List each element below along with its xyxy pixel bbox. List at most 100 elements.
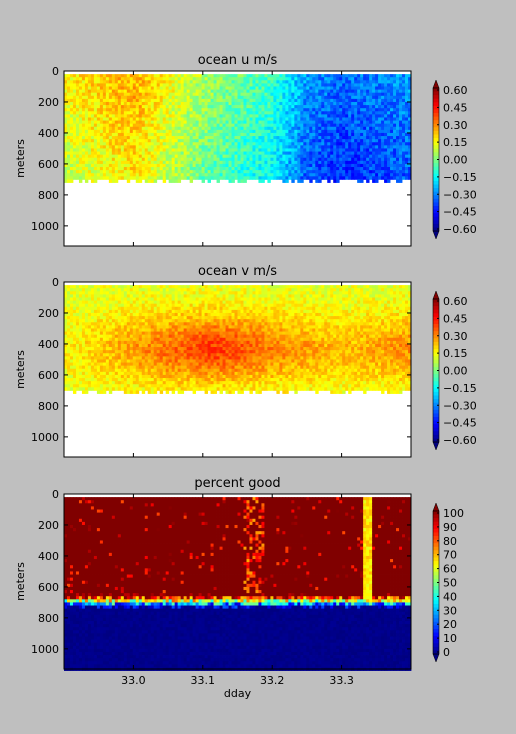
heatmap-cell bbox=[300, 170, 303, 174]
heatmap-cell bbox=[285, 86, 288, 90]
heatmap-cell bbox=[187, 108, 190, 112]
heatmap-cell bbox=[276, 152, 279, 156]
heatmap-cell bbox=[402, 93, 405, 97]
heatmap-cell bbox=[306, 83, 309, 87]
heatmap-cell bbox=[91, 179, 94, 183]
heatmap-cell bbox=[393, 167, 396, 171]
heatmap-cell bbox=[208, 145, 211, 149]
heatmap-cell bbox=[264, 114, 267, 118]
heatmap-cell bbox=[88, 335, 91, 339]
heatmap-cell bbox=[100, 384, 103, 388]
heatmap-cell bbox=[288, 148, 291, 152]
heatmap-cell bbox=[267, 170, 270, 174]
y-tick-label: 200 bbox=[38, 96, 59, 109]
heatmap-cell bbox=[333, 111, 336, 115]
heatmap-cell bbox=[97, 344, 100, 348]
heatmap-cell bbox=[261, 145, 264, 149]
heatmap-cell bbox=[261, 170, 264, 174]
heatmap-cell bbox=[64, 176, 67, 180]
heatmap-cell bbox=[73, 313, 76, 317]
heatmap-cell bbox=[94, 179, 97, 183]
heatmap-cell bbox=[261, 176, 264, 180]
heatmap-cell bbox=[336, 158, 339, 162]
heatmap-cell bbox=[396, 117, 399, 121]
heatmap-cell bbox=[300, 111, 303, 115]
heatmap-cell bbox=[235, 96, 238, 100]
heatmap-cell bbox=[106, 142, 109, 146]
heatmap-cell bbox=[354, 74, 357, 78]
heatmap-cell bbox=[181, 167, 184, 171]
heatmap-cell bbox=[64, 139, 67, 143]
heatmap-cell bbox=[73, 381, 76, 385]
heatmap-cell bbox=[336, 152, 339, 156]
heatmap-cell bbox=[217, 148, 220, 152]
heatmap-cell bbox=[279, 124, 282, 128]
heatmap-cell bbox=[273, 173, 276, 177]
heatmap-cell bbox=[76, 121, 79, 125]
heatmap-cell bbox=[85, 121, 88, 125]
heatmap-cell bbox=[130, 161, 133, 165]
heatmap-cell bbox=[375, 121, 378, 125]
colorbar-segment bbox=[433, 102, 439, 106]
heatmap-cell bbox=[351, 114, 354, 118]
heatmap-cell bbox=[405, 96, 408, 100]
heatmap-cell bbox=[109, 316, 112, 320]
heatmap-cell bbox=[70, 117, 73, 121]
heatmap-cell bbox=[109, 139, 112, 143]
heatmap-cell bbox=[393, 108, 396, 112]
heatmap-cell bbox=[205, 102, 208, 106]
heatmap-cell bbox=[285, 148, 288, 152]
heatmap-cell bbox=[375, 136, 378, 140]
heatmap-cell bbox=[211, 102, 214, 106]
heatmap-cell bbox=[121, 332, 124, 336]
heatmap-cell bbox=[76, 344, 79, 348]
heatmap-cell bbox=[76, 102, 79, 106]
heatmap-cell bbox=[163, 170, 166, 174]
heatmap-cell bbox=[285, 167, 288, 171]
heatmap-cell bbox=[258, 80, 261, 84]
heatmap-cell bbox=[312, 133, 315, 137]
heatmap-cell bbox=[175, 121, 178, 125]
heatmap-cell bbox=[318, 105, 321, 109]
heatmap-cell bbox=[205, 80, 208, 84]
heatmap-cell bbox=[190, 173, 193, 177]
heatmap-cell bbox=[106, 133, 109, 137]
heatmap-cell bbox=[70, 108, 73, 112]
heatmap-cell bbox=[127, 285, 130, 289]
heatmap-cell bbox=[375, 102, 378, 106]
heatmap-cell bbox=[279, 176, 282, 180]
heatmap-cell bbox=[73, 347, 76, 351]
heatmap-cell bbox=[97, 167, 100, 171]
heatmap-cell bbox=[369, 102, 372, 106]
heatmap-cell bbox=[258, 90, 261, 94]
heatmap-cell bbox=[318, 155, 321, 159]
heatmap-cell bbox=[136, 77, 139, 81]
heatmap-cell bbox=[330, 130, 333, 134]
heatmap-cell bbox=[306, 111, 309, 115]
heatmap-cell bbox=[226, 136, 229, 140]
heatmap-cell bbox=[124, 86, 127, 90]
heatmap-cell bbox=[282, 139, 285, 143]
heatmap-cell bbox=[348, 127, 351, 131]
heatmap-cell bbox=[94, 369, 97, 373]
heatmap-cell bbox=[339, 114, 342, 118]
heatmap-cell bbox=[390, 155, 393, 159]
heatmap-cell bbox=[226, 117, 229, 121]
heatmap-cell bbox=[211, 90, 214, 94]
heatmap-cell bbox=[82, 356, 85, 360]
heatmap-cell bbox=[390, 152, 393, 156]
heatmap-cell bbox=[399, 111, 402, 115]
heatmap-cell bbox=[318, 77, 321, 81]
heatmap-cell bbox=[106, 80, 109, 84]
heatmap-cell bbox=[318, 80, 321, 84]
heatmap-cell bbox=[267, 105, 270, 109]
heatmap-cell bbox=[226, 164, 229, 168]
heatmap-cell bbox=[73, 328, 76, 332]
heatmap-cell bbox=[121, 105, 124, 109]
heatmap-cell bbox=[252, 117, 255, 121]
heatmap-cell bbox=[133, 332, 136, 336]
heatmap-cell bbox=[127, 310, 130, 314]
heatmap-cell bbox=[202, 167, 205, 171]
heatmap-cell bbox=[243, 99, 246, 103]
heatmap-cell bbox=[258, 148, 261, 152]
